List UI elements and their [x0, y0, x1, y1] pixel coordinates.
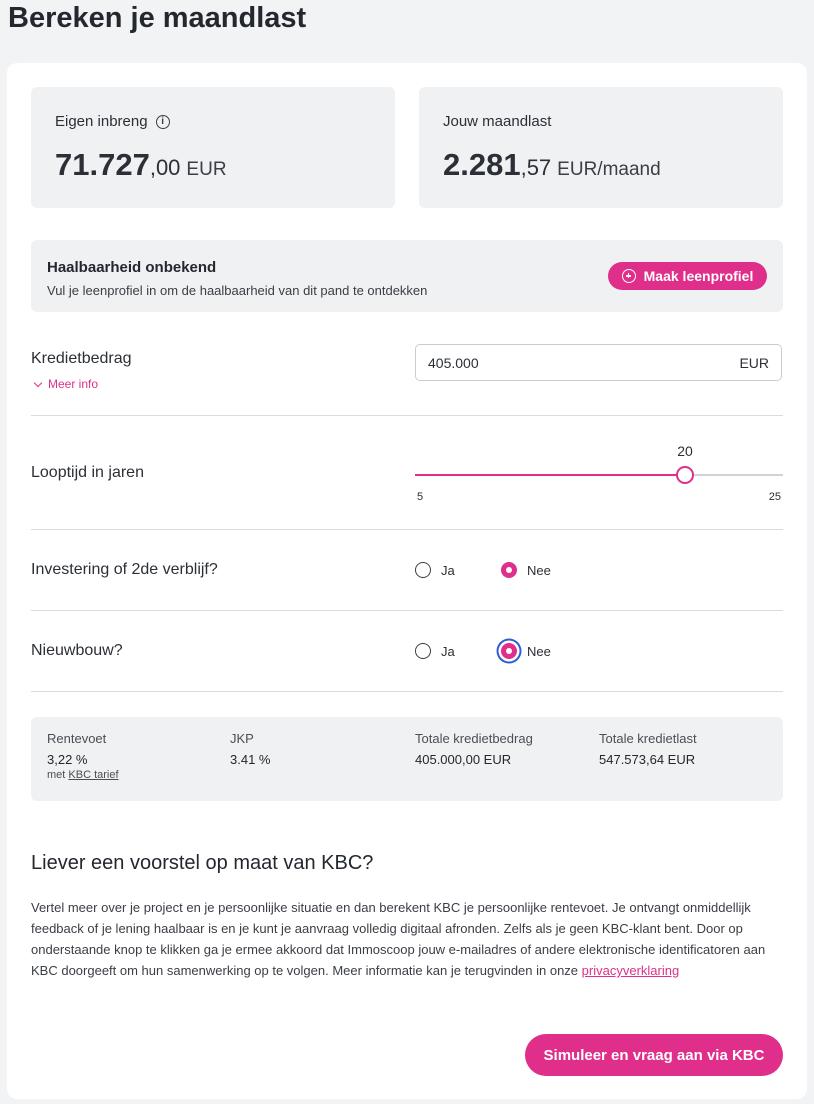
own-contribution-tile: Eigen inbreng i 71.727,00 EUR: [31, 87, 395, 208]
kbc-tariff-link[interactable]: KBC tarief: [68, 769, 119, 781]
credit-amount-value[interactable]: 405.000: [428, 354, 479, 371]
slider-max-label: 25: [768, 491, 781, 503]
credit-amount-input[interactable]: 405.000 EUR: [415, 344, 782, 381]
feasibility-title: Haalbaarheid onbekend: [47, 259, 217, 276]
privacy-link[interactable]: privacyverklaring: [581, 963, 680, 978]
credit-amount-unit: EUR: [739, 354, 769, 371]
simulate-kbc-button[interactable]: Simuleer en vraag aan via KBC: [525, 1034, 783, 1076]
slider-min-label: 5: [417, 491, 424, 503]
summary-rate: Rentevoet 3,22 % met KBC tarief: [47, 731, 119, 781]
page-title: Bereken je maandlast: [8, 2, 307, 34]
term-slider-value: 20: [677, 443, 693, 459]
investment-radio-group: Ja Nee: [415, 562, 551, 578]
credit-amount-label: Kredietbedrag: [31, 350, 132, 367]
more-info-link[interactable]: Meer info: [33, 377, 98, 391]
summary-jkp: JKP 3.41 %: [230, 731, 271, 767]
summary-total-credit: Totale kredietbedrag 405.000,00 EUR: [415, 731, 533, 767]
radio-circle[interactable]: [415, 643, 431, 659]
summary-total-cost: Totale kredietlast 547.573,64 EUR: [599, 731, 697, 767]
own-contribution-label: Eigen inbreng: [55, 113, 148, 130]
term-slider[interactable]: 20 5 25: [415, 439, 783, 503]
investment-radio-nee[interactable]: Nee: [501, 562, 551, 578]
calculator-card: Eigen inbreng i 71.727,00 EUR Jouw maandl…: [7, 63, 807, 1099]
own-contribution-value: 71.727,00 EUR: [55, 147, 227, 182]
divider: [31, 529, 783, 530]
offer-text: Vertel meer over je project en je persoo…: [31, 900, 766, 978]
newbuild-radio-group: Ja Nee: [415, 643, 551, 659]
plus-circle-icon: [621, 269, 636, 283]
term-label: Looptijd in jaren: [31, 464, 144, 481]
divider: [31, 415, 783, 416]
monthly-payment-label: Jouw maandlast: [443, 113, 552, 130]
feasibility-subtitle: Vul je leenprofiel in om de haalbaarheid…: [47, 283, 428, 298]
slider-thumb[interactable]: [676, 466, 694, 484]
investment-label: Investering of 2de verblijf?: [31, 561, 218, 578]
investment-radio-ja[interactable]: Ja: [415, 562, 501, 578]
monthly-payment-value: 2.281,57 EUR/maand: [443, 147, 661, 182]
info-icon[interactable]: i: [155, 114, 170, 129]
divider: [31, 610, 783, 611]
slider-fill: [415, 474, 685, 476]
chevron-down-icon: [33, 378, 43, 387]
monthly-payment-tile: Jouw maandlast 2.281,57 EUR/maand: [419, 87, 783, 208]
radio-circle-selected[interactable]: [501, 643, 517, 659]
newbuild-label: Nieuwbouw?: [31, 642, 123, 659]
loan-summary: Rentevoet 3,22 % met KBC tarief JKP 3.41…: [31, 717, 783, 801]
newbuild-radio-nee[interactable]: Nee: [501, 643, 551, 659]
divider: [31, 691, 783, 692]
feasibility-banner: Haalbaarheid onbekend Vul je leenprofiel…: [31, 240, 783, 312]
offer-title: Liever een voorstel op maat van KBC?: [31, 852, 374, 874]
radio-circle[interactable]: [415, 562, 431, 578]
create-loan-profile-button[interactable]: Maak leenprofiel: [608, 262, 767, 290]
newbuild-radio-ja[interactable]: Ja: [415, 643, 501, 659]
radio-circle-selected[interactable]: [501, 562, 517, 578]
